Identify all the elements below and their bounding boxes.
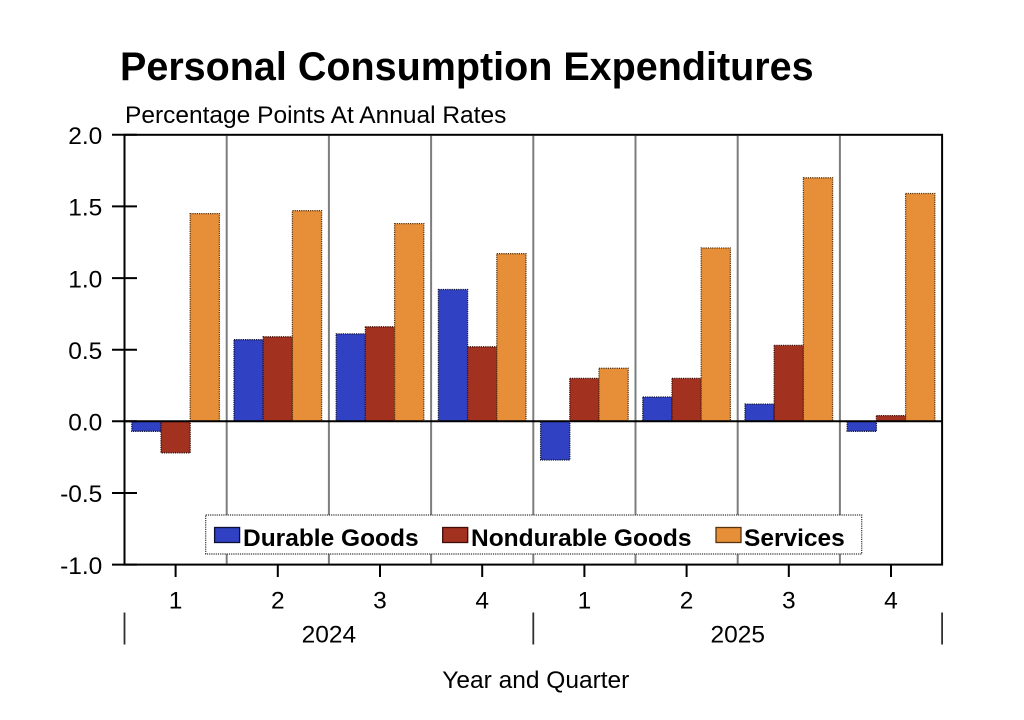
svg-text:0.0: 0.0	[68, 410, 102, 437]
svg-text:2.0: 2.0	[68, 123, 102, 150]
svg-text:Personal Consumption Expenditu: Personal Consumption Expenditures	[120, 45, 814, 89]
svg-text:2: 2	[271, 588, 285, 615]
svg-text:3: 3	[782, 588, 796, 615]
svg-text:4: 4	[884, 588, 898, 615]
svg-text:3: 3	[373, 588, 387, 615]
svg-text:Percentage Points At Annual Ra: Percentage Points At Annual Rates	[125, 102, 506, 129]
svg-text:1.0: 1.0	[68, 266, 102, 293]
svg-text:Services: Services	[744, 525, 845, 552]
svg-text:0.5: 0.5	[68, 338, 102, 365]
svg-text:2: 2	[680, 588, 694, 615]
svg-text:Nondurable Goods: Nondurable Goods	[471, 525, 692, 552]
svg-text:2024: 2024	[302, 622, 357, 649]
svg-text:4: 4	[475, 588, 489, 615]
svg-text:Durable Goods: Durable Goods	[243, 525, 419, 552]
svg-text:-1.0: -1.0	[60, 553, 102, 580]
svg-text:1: 1	[169, 588, 183, 615]
svg-text:1: 1	[578, 588, 592, 615]
svg-text:2025: 2025	[710, 622, 765, 649]
svg-text:-0.5: -0.5	[60, 481, 102, 508]
svg-text:1.5: 1.5	[68, 195, 102, 222]
svg-text:Year and Quarter: Year and Quarter	[442, 667, 629, 694]
